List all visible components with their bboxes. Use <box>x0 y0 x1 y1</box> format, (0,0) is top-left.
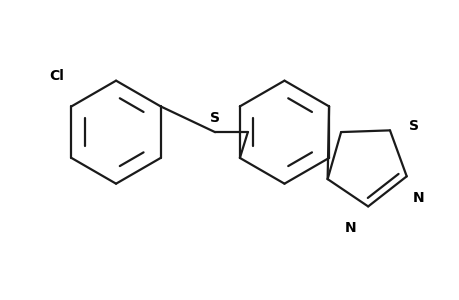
Text: Cl: Cl <box>49 69 64 83</box>
Text: N: N <box>344 221 355 235</box>
Text: S: S <box>408 119 418 134</box>
Text: N: N <box>412 191 424 205</box>
Text: S: S <box>210 111 220 125</box>
